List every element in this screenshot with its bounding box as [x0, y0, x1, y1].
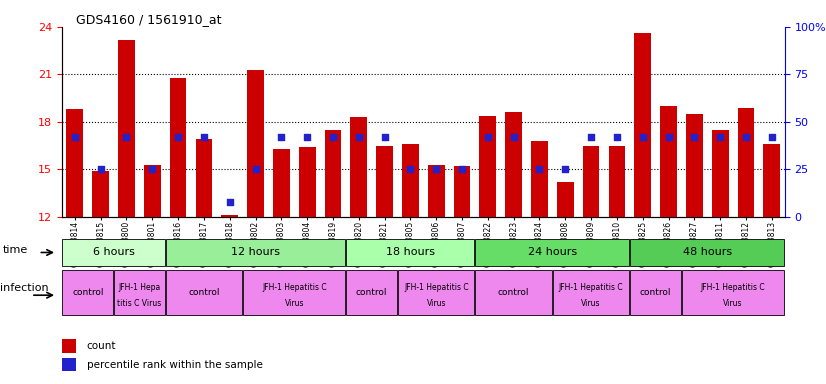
Point [301, 134, 314, 140]
Point [714, 134, 727, 140]
Text: 24 hours: 24 hours [528, 247, 577, 258]
Bar [630, 270, 681, 315]
Bar [634, 33, 651, 217]
Bar [346, 239, 474, 266]
Bar [738, 108, 754, 217]
Bar [221, 215, 238, 217]
Text: JFH-1 Hepatitis C: JFH-1 Hepatitis C [700, 283, 766, 291]
Point [558, 166, 572, 172]
Bar [169, 78, 187, 217]
Text: JFH-1 Hepa: JFH-1 Hepa [118, 283, 160, 291]
Text: JFH-1 Hepatitis C: JFH-1 Hepatitis C [559, 283, 624, 291]
Text: titis C Virus: titis C Virus [117, 299, 162, 308]
Point [249, 166, 262, 172]
Text: time: time [3, 245, 28, 255]
Text: Virus: Virus [426, 299, 446, 308]
Text: percentile rank within the sample: percentile rank within the sample [87, 360, 263, 370]
Text: control: control [640, 288, 672, 297]
Text: 6 hours: 6 hours [93, 247, 135, 258]
Bar [553, 270, 629, 315]
Point [197, 134, 211, 140]
Point [482, 134, 495, 140]
Bar [243, 270, 345, 315]
Bar [196, 139, 212, 217]
Bar [118, 40, 135, 217]
Bar [66, 109, 83, 217]
Bar [630, 239, 784, 266]
Bar [166, 239, 345, 266]
Text: count: count [87, 341, 116, 351]
Point [765, 134, 778, 140]
Bar [712, 130, 729, 217]
Point [352, 134, 365, 140]
Bar [247, 70, 264, 217]
Point [585, 134, 598, 140]
Bar [62, 358, 76, 371]
Text: control: control [188, 288, 220, 297]
Point [533, 166, 546, 172]
Point [145, 166, 159, 172]
Point [275, 134, 288, 140]
Text: JFH-1 Hepatitis C: JFH-1 Hepatitis C [262, 283, 326, 291]
Point [404, 166, 417, 172]
Bar [166, 270, 242, 315]
Text: 48 hours: 48 hours [683, 247, 732, 258]
Bar [476, 270, 552, 315]
Point [688, 134, 701, 140]
Bar [350, 117, 368, 217]
Bar [144, 165, 161, 217]
Bar [325, 130, 341, 217]
Bar [476, 239, 629, 266]
Bar [299, 147, 316, 217]
Bar [479, 116, 496, 217]
Bar [398, 270, 474, 315]
Point [94, 166, 107, 172]
Point [662, 134, 675, 140]
Bar [93, 171, 109, 217]
Bar [531, 141, 548, 217]
Text: Virus: Virus [582, 299, 601, 308]
Point [326, 134, 339, 140]
Bar [660, 106, 677, 217]
Point [610, 134, 624, 140]
Text: control: control [498, 288, 529, 297]
Text: control: control [72, 288, 103, 297]
Point [120, 134, 133, 140]
Text: JFH-1 Hepatitis C: JFH-1 Hepatitis C [404, 283, 468, 291]
Point [223, 199, 236, 205]
Text: infection: infection [0, 283, 49, 293]
Bar [346, 270, 397, 315]
Bar [763, 144, 781, 217]
Point [455, 166, 468, 172]
Bar [63, 239, 164, 266]
Bar [686, 114, 703, 217]
Bar [62, 339, 76, 353]
Text: Virus: Virus [284, 299, 304, 308]
Bar [428, 165, 444, 217]
Bar [557, 182, 574, 217]
Text: Virus: Virus [724, 299, 743, 308]
Text: 12 hours: 12 hours [231, 247, 280, 258]
Bar [273, 149, 290, 217]
Point [636, 134, 649, 140]
Point [172, 134, 185, 140]
Bar [453, 166, 471, 217]
Text: GDS4160 / 1561910_at: GDS4160 / 1561910_at [76, 13, 222, 26]
Point [69, 134, 82, 140]
Bar [114, 270, 164, 315]
Bar [682, 270, 784, 315]
Point [739, 134, 752, 140]
Bar [376, 146, 393, 217]
Text: 18 hours: 18 hours [386, 247, 435, 258]
Bar [402, 144, 419, 217]
Point [430, 166, 443, 172]
Point [378, 134, 392, 140]
Bar [63, 270, 113, 315]
Bar [609, 146, 625, 217]
Text: control: control [356, 288, 387, 297]
Bar [506, 113, 522, 217]
Point [507, 134, 520, 140]
Bar [582, 146, 600, 217]
